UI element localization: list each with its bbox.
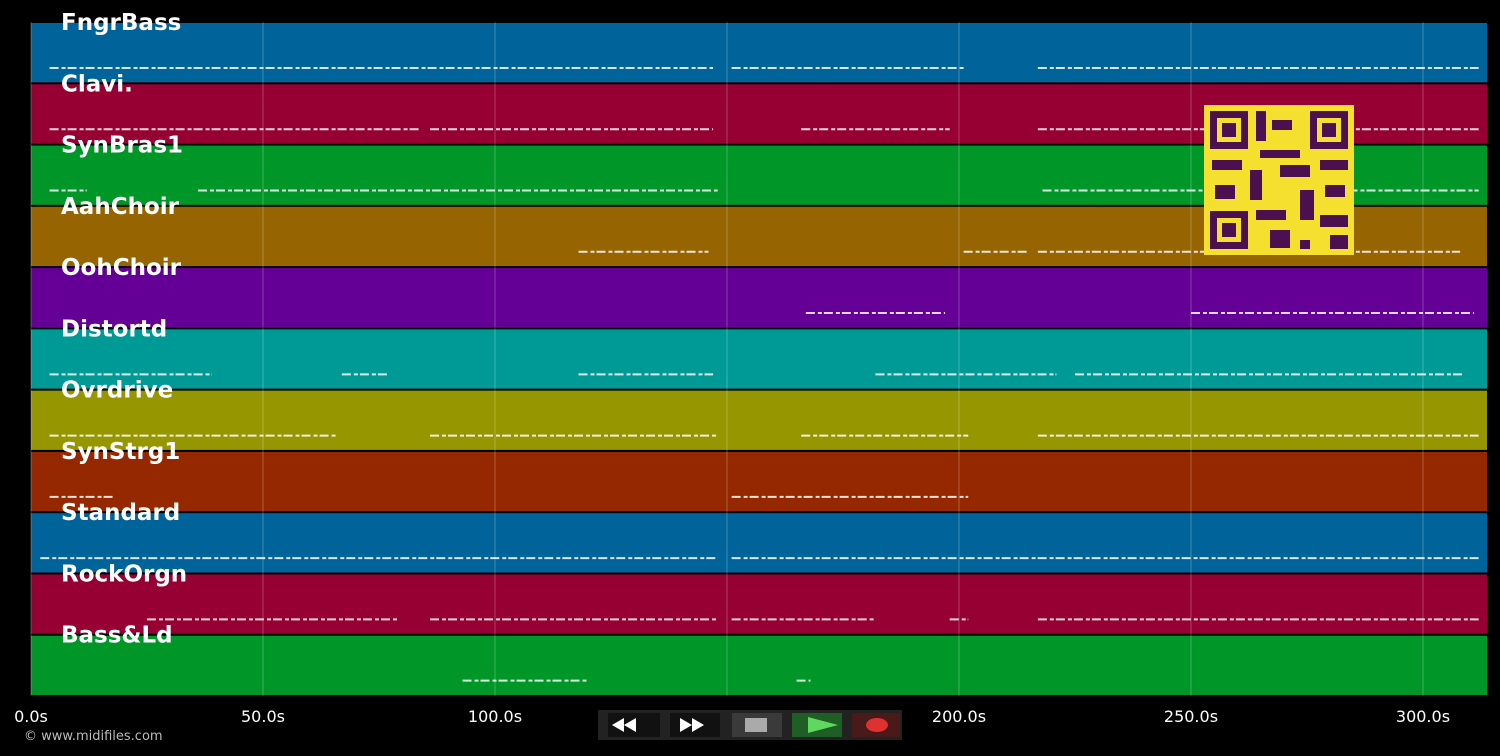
- track-name: Distortd: [61, 316, 167, 342]
- track-row: [31, 513, 1487, 573]
- rewind-button[interactable]: [608, 713, 660, 737]
- x-tick-label: 250.0s: [1164, 707, 1218, 726]
- track-row: [31, 390, 1487, 450]
- track-name: SynStrg1: [61, 439, 180, 465]
- track-name: OohChoir: [61, 255, 182, 281]
- track-name: Clavi.: [61, 71, 133, 97]
- copyright: © www.midifiles.com: [24, 729, 163, 744]
- play-button[interactable]: [792, 713, 842, 737]
- forward-button[interactable]: [670, 713, 720, 737]
- x-tick-label: 200.0s: [932, 707, 986, 726]
- qr-pattern: [1210, 111, 1348, 249]
- track-row: [31, 635, 1487, 695]
- track-row: [31, 574, 1487, 634]
- track-row: [31, 451, 1487, 512]
- stop-button[interactable]: [732, 713, 782, 737]
- track-row: [31, 23, 1487, 83]
- track-names: FngrBass Clavi. SynBras1 AahChoir OohChoir Di…: [61, 10, 187, 649]
- grid: [30, 22, 1424, 696]
- track-name: FngrBass: [61, 10, 181, 36]
- x-tick-label: 50.0s: [241, 707, 285, 726]
- x-tick-label: 300.0s: [1396, 707, 1450, 726]
- notes: [40, 66, 1479, 682]
- record-button[interactable]: [852, 713, 900, 737]
- x-tick-label: 0.0s: [14, 707, 48, 726]
- track-name: SynBras1: [61, 133, 183, 159]
- track-name: AahChoir: [61, 194, 180, 220]
- track-name: Ovrdrive: [61, 378, 173, 404]
- x-tick-label: 100.0s: [468, 707, 522, 726]
- track-name: Bass&Ld: [61, 623, 173, 649]
- track-name: Standard: [61, 500, 180, 526]
- track-name: RockOrgn: [61, 561, 187, 587]
- track-row: [31, 329, 1487, 389]
- track-row: [31, 268, 1487, 328]
